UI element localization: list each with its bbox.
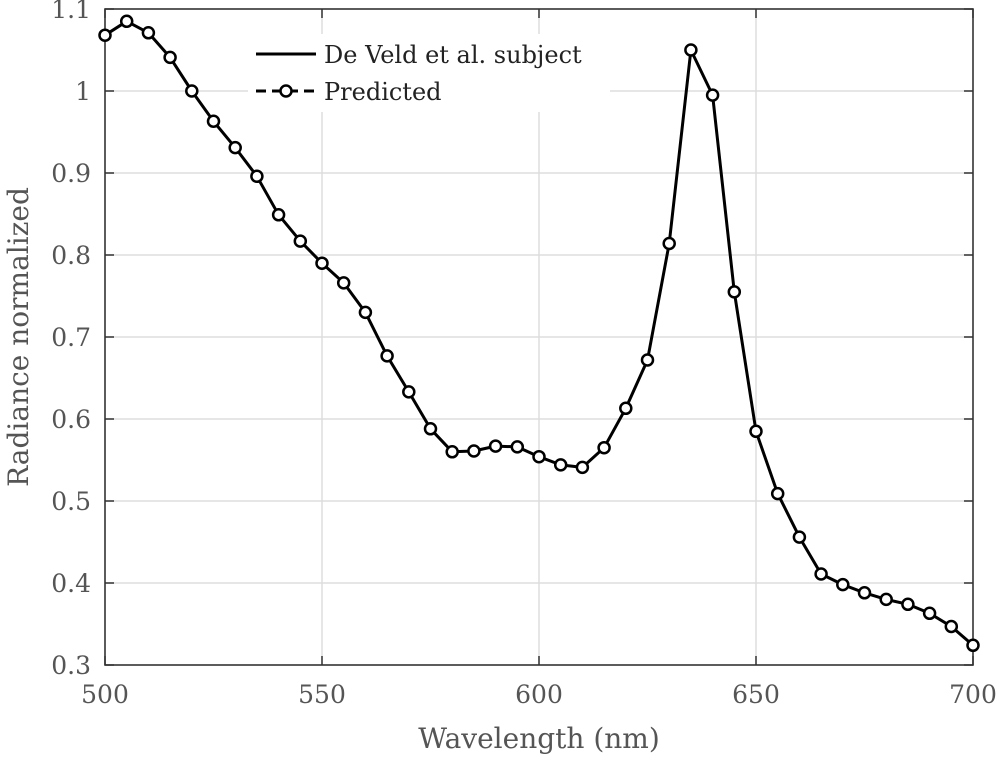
data-point-predicted [510,440,525,454]
y-tick-label: 0.9 [51,159,91,188]
data-point-predicted [315,256,329,270]
data-point-predicted [640,353,655,367]
data-point-predicted [336,276,351,290]
data-point-predicted [705,88,720,102]
data-point-predicted [727,285,742,299]
y-tick-label: 1 [75,77,91,106]
data-point-predicted [836,577,850,592]
data-point-predicted [380,349,394,363]
data-point-predicted [402,385,416,399]
x-tick-label: 600 [515,680,563,709]
tick-labels: 500 550 600 650 700 0.3 0.4 0.5 0.6 0.7 0.8 0.9 1 1.1 [51,0,997,709]
data-point-predicted [445,445,459,459]
y-tick-label: 0.5 [51,487,91,516]
data-point-predicted [423,422,438,436]
y-axis-title: Radiance normalized [2,187,35,487]
x-tick-label: 500 [81,680,129,709]
data-point-predicted [944,619,959,634]
legend-label-predicted: Predicted [324,78,442,106]
data-point-predicted [358,305,373,320]
x-axis-title: Wavelength (nm) [418,722,660,755]
y-tick-label: 0.3 [51,651,91,680]
data-point-predicted [98,28,112,42]
data-point-predicted [467,444,481,458]
data-point-predicted [553,458,568,472]
data-point-predicted [597,440,611,455]
data-point-predicted [119,14,134,29]
data-point-predicted [185,84,199,98]
data-point-predicted [488,439,503,453]
data-point-predicted [141,26,156,40]
data-point-predicted [163,50,177,65]
data-point-predicted [684,43,698,57]
data-point-predicted [857,586,872,600]
x-tick-label: 550 [298,680,346,709]
data-point-predicted [250,169,264,184]
data-point-predicted [293,234,308,248]
data-point-predicted [879,592,893,607]
data-point-predicted [922,606,937,621]
y-tick-label: 0.6 [51,405,91,434]
data-point-predicted [206,114,221,129]
axis-ticks [104,8,974,666]
data-point-predicted [901,597,915,612]
x-tick-label: 700 [949,680,997,709]
series-layer [98,14,980,653]
data-point-predicted [532,449,546,464]
data-point-predicted [814,567,828,581]
legend: De Veld et al. subject Predicted [248,34,610,112]
data-point-predicted [966,638,980,653]
y-tick-label: 0.8 [51,241,91,270]
y-tick-label: 0.4 [51,569,91,598]
data-point-predicted [770,486,785,501]
legend-swatch-marker [279,84,293,98]
data-point-predicted [575,460,590,475]
data-point-predicted [619,401,633,416]
y-tick-label: 1.1 [51,0,91,24]
data-point-predicted [228,140,242,155]
data-point-predicted [662,236,676,251]
x-tick-label: 650 [732,680,780,709]
legend-background [248,34,610,112]
data-point-predicted [271,208,286,222]
data-point-predicted [749,424,763,439]
data-point-predicted [792,530,807,544]
legend-label-measured: De Veld et al. subject [324,41,582,69]
y-tick-label: 0.7 [51,323,91,352]
grid [105,9,973,665]
